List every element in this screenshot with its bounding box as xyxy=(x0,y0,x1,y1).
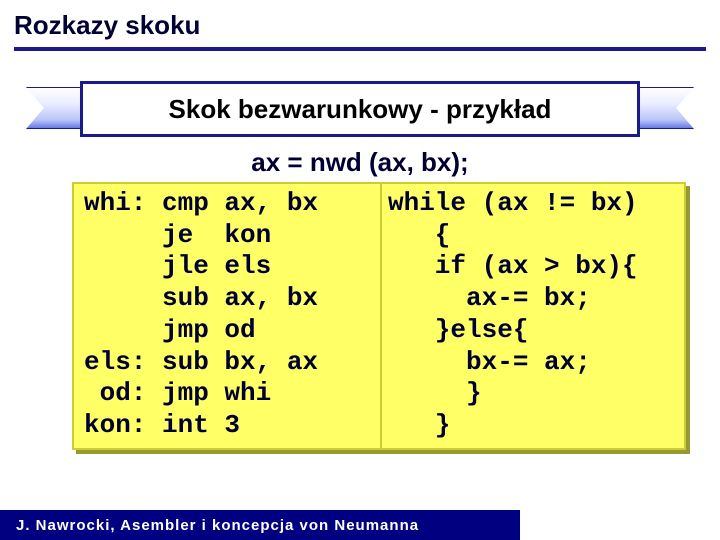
c-code-box: while (ax != bx) { if (ax > bx){ ax-= bx… xyxy=(380,182,686,450)
expression-line: ax = nwd (ax, bx); xyxy=(0,147,720,178)
assembly-code-box: whi: cmp ax, bx je kon jle els sub ax, b… xyxy=(72,182,406,450)
ribbon-notch-right xyxy=(676,87,694,129)
banner-text: Skok bezwarunkowy - przykład xyxy=(169,94,552,125)
banner-box: Skok bezwarunkowy - przykład xyxy=(80,81,640,137)
code-area: whi: cmp ax, bx je kon jle els sub ax, b… xyxy=(72,182,680,462)
ribbon-notch-left xyxy=(26,87,44,129)
footer-bar: J. Nawrocki, Asembler i koncepcja von Ne… xyxy=(0,510,520,540)
title-underline xyxy=(14,47,706,51)
slide-title: Rozkazy skoku xyxy=(0,0,720,45)
banner-ribbon: Skok bezwarunkowy - przykład xyxy=(50,81,670,137)
footer-text: J. Nawrocki, Asembler i koncepcja von Ne… xyxy=(16,517,419,534)
